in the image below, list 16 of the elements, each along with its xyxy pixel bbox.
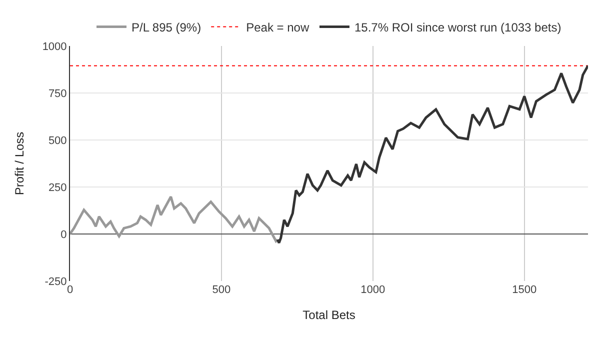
y-tick-label: 500 [48,134,67,147]
y-tick-label: 250 [48,182,67,194]
x-axis-title: Total Bets [302,308,356,322]
legend-label: P/L 895 (9%) [132,20,202,34]
legend-label: 15.7% ROI since worst run (1033 bets) [354,20,562,34]
y-tick-label: 1000 [42,40,67,53]
x-tick-label: 500 [212,284,231,296]
line-series [70,196,279,242]
y-tick-label: 0 [60,228,67,241]
x-tick-label: 1500 [512,284,537,296]
y-tick-label: -250 [44,276,67,288]
x-tick-label: 1000 [360,284,386,296]
y-tick-label: 750 [48,88,67,100]
y-axis-title: Profit / Loss [12,132,27,196]
line-series [276,64,588,244]
legend-label: Peak = now [246,20,310,34]
